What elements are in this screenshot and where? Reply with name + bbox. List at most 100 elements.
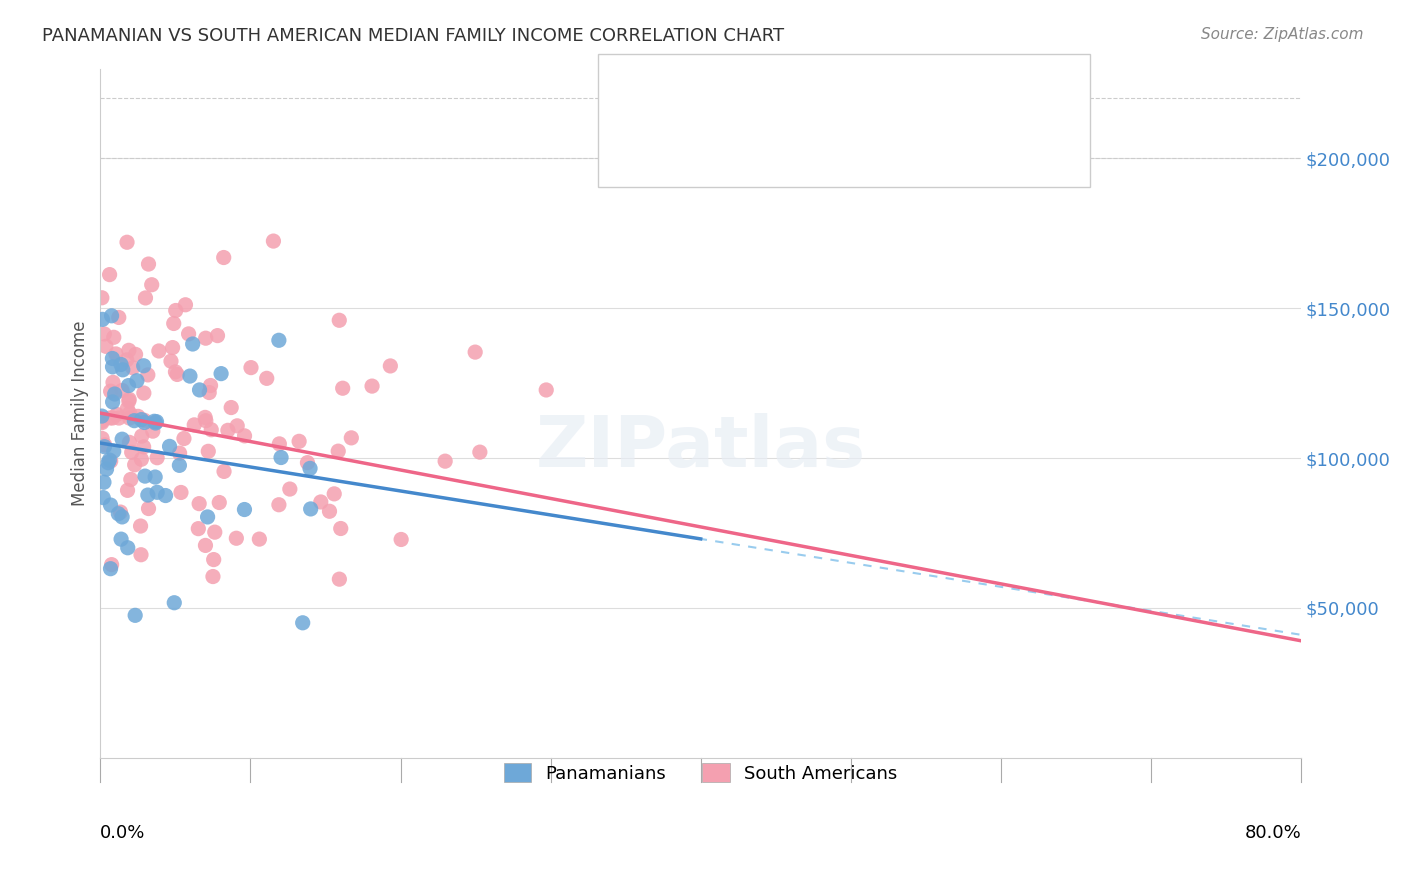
Point [111,432,134,446]
Point [332,381,354,395]
Point [111,363,134,377]
Point [111,509,134,524]
Point [93,440,115,454]
Point [104,347,127,361]
Point [464,345,486,359]
Point [90,416,112,430]
Point [118,411,141,425]
Point [138,501,160,516]
Point [100,562,122,576]
Point [125,374,148,388]
Point [100,498,122,512]
Point [240,360,263,375]
Point [103,330,125,344]
Point [148,343,170,358]
Point [247,532,270,546]
Point [328,313,350,327]
Point [299,461,322,475]
Point [129,519,152,533]
Point [101,376,124,390]
Point [90,291,112,305]
Point [233,502,256,516]
Point [278,482,301,496]
Point [100,384,122,399]
Point [118,406,141,420]
Point [115,235,138,250]
Point [197,510,219,524]
Point [107,507,129,521]
Point [256,371,278,385]
Point [111,384,134,398]
Point [141,277,163,292]
Point [297,456,319,470]
Point [134,416,156,430]
Point [270,450,292,465]
Point [118,435,141,450]
Point [159,439,181,453]
Point [124,414,146,428]
Point [204,525,226,540]
Point [124,608,146,623]
Point [201,569,224,583]
Point [93,326,115,341]
Point [134,291,156,305]
Point [132,440,155,454]
Point [165,303,187,318]
Point [98,453,121,467]
Point [117,541,139,555]
Point [194,331,217,345]
Point [118,343,141,358]
Point [124,347,146,361]
Point [212,464,235,478]
Point [194,414,217,428]
Point [169,458,191,473]
Y-axis label: Median Family Income: Median Family Income [72,320,89,506]
Point [179,369,201,384]
Point [146,450,169,465]
Point [90,414,112,428]
Point [136,368,159,382]
Point [143,414,166,428]
Point [110,358,132,372]
Point [121,445,143,459]
Point [166,368,188,382]
Point [138,257,160,271]
Text: 0.0%: 0.0% [100,823,146,841]
Point [225,531,247,545]
Point [93,438,115,452]
Point [170,485,193,500]
Point [107,310,129,325]
Point [200,423,222,437]
Point [101,395,124,409]
Point [101,351,124,366]
Point [108,411,131,425]
Point [163,596,186,610]
Point [162,341,184,355]
Point [181,337,204,351]
Point [173,432,195,446]
Point [103,444,125,458]
Point [188,383,211,397]
Point [291,615,314,630]
Point [361,379,384,393]
Point [117,401,139,416]
Point [146,485,169,500]
Point [105,408,128,422]
Point [323,487,346,501]
Point [194,538,217,552]
Point [145,416,167,430]
Point [131,429,153,443]
Point [93,475,115,490]
Point [101,359,124,374]
Point [98,268,121,282]
Point [208,495,231,509]
Point [233,429,256,443]
Text: 80.0%: 80.0% [1244,823,1301,841]
Point [299,502,322,516]
Point [160,354,183,368]
Text: R =  -0.184   N = 52: R = -0.184 N = 52 [703,87,918,105]
Point [132,359,155,373]
Point [129,548,152,562]
Text: R =  -0.340   N = 111: R = -0.340 N = 111 [703,137,931,156]
Point [202,552,225,566]
